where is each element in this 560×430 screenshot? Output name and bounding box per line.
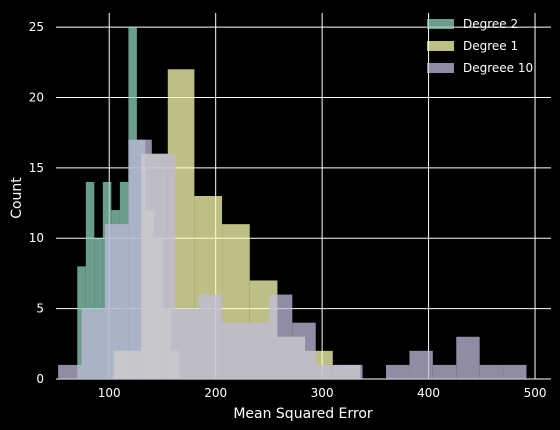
series-3 [58, 139, 527, 379]
histogram-bar [58, 364, 82, 379]
histogram-bar [175, 308, 199, 379]
y-tick-label: 20 [29, 90, 44, 104]
histogram-bar [386, 364, 410, 379]
histogram-bar [245, 322, 269, 379]
y-tick-label: 0 [36, 372, 44, 386]
legend-swatch [427, 41, 454, 51]
ticks-layer: 100 200 300 400 500 0 5 10 15 20 25 [29, 20, 547, 400]
histogram-bar [151, 153, 176, 379]
legend-label: Degree 2 [463, 17, 518, 31]
legend-swatch [427, 19, 454, 29]
histogram-bar [104, 224, 129, 379]
y-tick-label: 5 [36, 302, 44, 316]
histogram-bar [81, 308, 105, 379]
histogram-bar [85, 181, 95, 379]
histogram-bar [409, 350, 433, 379]
legend: Degree 2 Degree 1 Degreee 10 [427, 17, 533, 75]
histogram-bar [479, 364, 504, 379]
legend-label: Degreee 10 [463, 61, 533, 75]
histogram-bar [456, 336, 480, 379]
histogram-bar [432, 364, 457, 379]
bars-layer [58, 27, 527, 380]
y-tick-label: 10 [29, 231, 44, 245]
histogram-bar [292, 322, 316, 379]
histogram-bar [315, 364, 340, 379]
y-tick-label: 25 [29, 20, 44, 34]
histogram-bar [128, 139, 152, 379]
x-tick-label: 500 [524, 386, 547, 400]
x-tick-label: 100 [98, 386, 121, 400]
x-tick-label: 300 [311, 386, 334, 400]
histogram-bar [268, 294, 293, 379]
histogram-bar [222, 322, 246, 379]
y-axis-label: Count [9, 177, 25, 219]
x-tick-label: 400 [417, 386, 440, 400]
histogram-bar [503, 364, 527, 379]
legend-label: Degree 1 [463, 39, 518, 53]
x-tick-label: 200 [204, 386, 227, 400]
histogram-bar [198, 294, 223, 379]
y-tick-label: 15 [29, 161, 44, 175]
histogram-bar [339, 364, 363, 379]
x-axis-label: Mean Squared Error [233, 406, 373, 422]
legend-swatch [427, 63, 454, 73]
